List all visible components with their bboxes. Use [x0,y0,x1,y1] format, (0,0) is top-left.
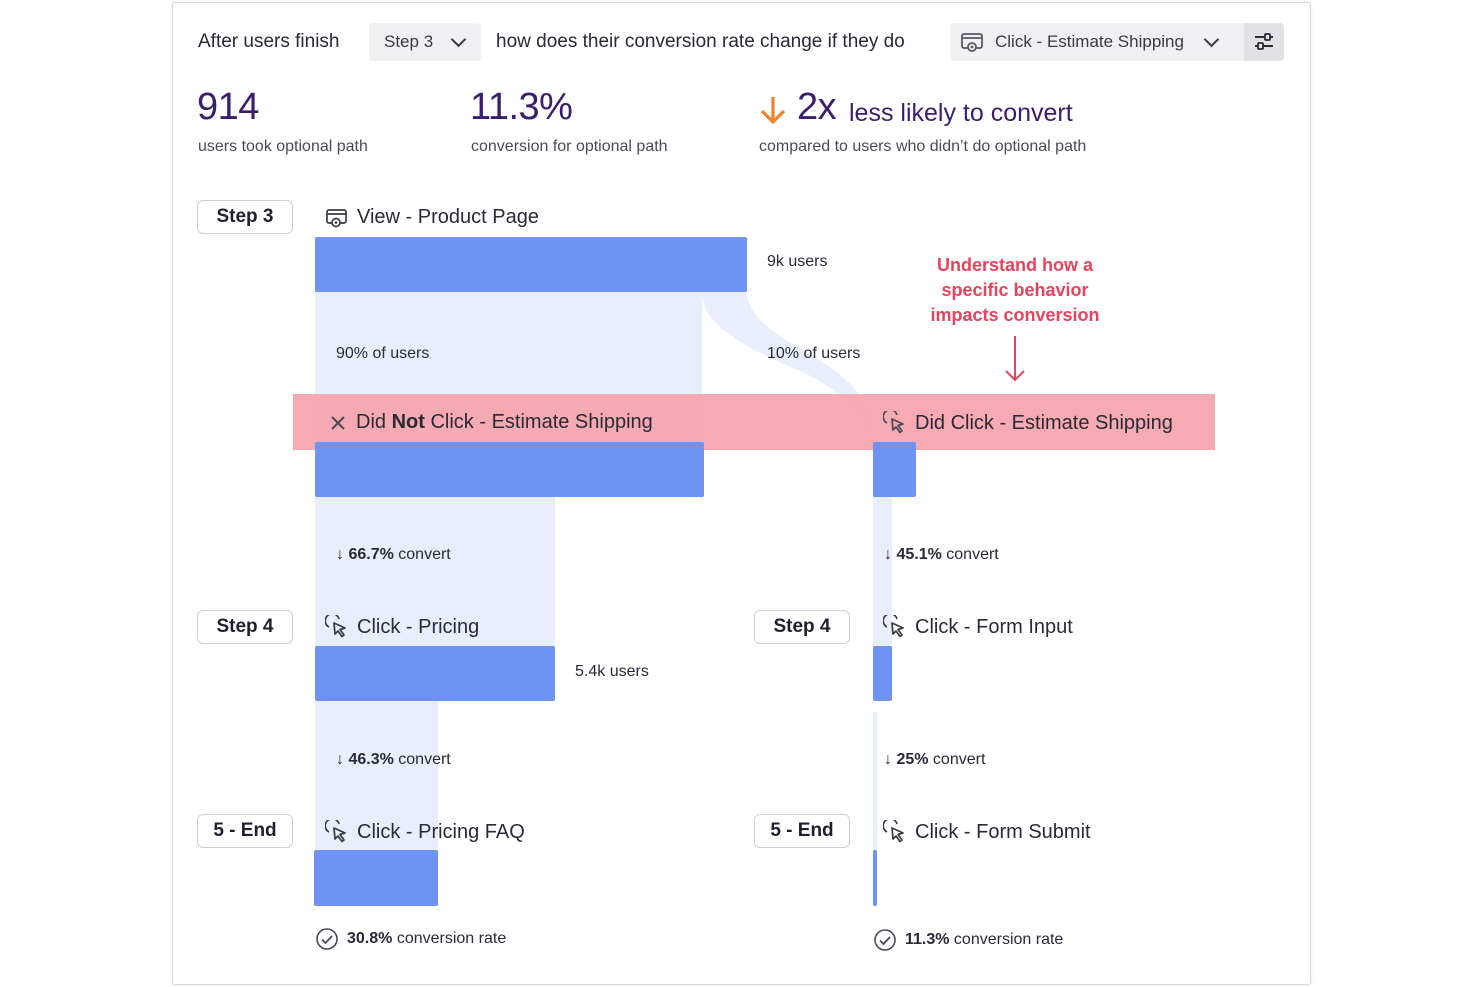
step-select-value: Step 3 [384,32,434,51]
users-count: 9k users [767,253,828,270]
split-left-pct: 90% of users [336,345,430,362]
step-select[interactable]: Step 3 [369,23,481,61]
event-name: Click - Pricing [357,615,480,638]
arrow-down-icon [760,97,786,125]
check-circle-icon [316,928,338,950]
event-click-pricing-faq: Click - Pricing FAQ [325,820,525,844]
stat-likelihood-label: compared to users who didn’t do optional… [759,138,1087,155]
right-convert-1: ↓ 45.1% convert [884,546,999,563]
left-convert-2: ↓ 46.3% convert [336,751,451,768]
funnel-bar-step3[interactable] [315,237,747,292]
right-conversion-rate: 11.3% conversion rate [873,928,1063,952]
event-name: Did Not Click - Estimate Shipping [356,411,653,433]
flow-band-left-2 [315,496,555,647]
stat-conversion-value: 11.3% [470,86,573,128]
filter-settings-button[interactable] [1244,23,1284,61]
flow-band-left-3 [315,701,438,851]
stat-users-label: users took optional path [198,138,368,155]
chevron-down-icon [450,31,467,48]
event-name: Did Click - Estimate Shipping [915,411,1173,434]
page-view-icon [961,33,983,52]
stat-conversion-label: conversion for optional path [471,138,668,155]
funnel-bar-right-end[interactable] [873,850,877,906]
step-badge: Step 4 [754,610,850,644]
check-circle-icon [874,929,896,951]
step-badge: Step 3 [197,200,293,234]
close-icon [331,415,345,430]
event-name: View - Product Page [357,206,539,228]
step-badge: 5 - End [754,814,850,848]
users-count: 5.4k users [575,663,649,680]
funnel-bar-did-click[interactable] [873,442,916,497]
left-conversion-rate: 30.8% conversion rate [315,927,506,951]
funnel-bar-did-not-click[interactable] [315,442,704,497]
step-badge: Step 4 [197,610,293,644]
event-did-not-click: Did Not Click - Estimate Shipping [328,411,653,434]
left-convert-1: ↓ 66.7% convert [336,546,451,563]
arrow-down-icon: ↓ [884,751,892,768]
funnel-bar-left-end[interactable] [314,850,438,906]
step-badge: 5 - End [197,814,293,848]
question-middle: how does their conversion rate change if… [496,31,905,52]
stat-users-value: 914 [197,86,259,128]
stat-likelihood-suffix: less likely to convert [849,99,1073,127]
chevron-down-icon [1203,31,1220,48]
event-click-form-input: Click - Form Input [883,615,1073,639]
click-icon [325,615,346,638]
event-name: Click - Form Input [915,615,1073,638]
split-highlight-band [293,394,1215,450]
page-view-icon [326,208,347,227]
annotation-text: Understand how a specific behavior impac… [930,255,1100,325]
funnel-bar-right-step4[interactable] [873,646,892,701]
event-click-form-submit: Click - Form Submit [883,820,1091,844]
funnel-bar-left-step4[interactable] [315,646,555,701]
event-name: Click - Form Submit [915,820,1091,843]
arrow-down-icon: ↓ [336,751,344,768]
event-click-pricing: Click - Pricing [325,615,479,639]
right-convert-2: ↓ 25% convert [884,751,986,768]
split-right-pct: 10% of users [767,345,861,362]
flow-band-right-3 [873,712,877,851]
click-icon [325,820,346,843]
event-select-value: Click - Estimate Shipping [995,32,1184,51]
flow-band-right [702,291,876,451]
question-prefix: After users finish [198,31,340,52]
arrow-down-icon: ↓ [884,546,892,563]
arrow-down-icon: ↓ [336,546,344,563]
event-name: Click - Pricing FAQ [357,820,525,843]
stat-likelihood-value: 2x [797,86,837,128]
flow-band-right-2 [873,496,892,647]
click-icon [883,820,904,843]
sliders-icon [1255,33,1273,50]
click-icon [883,411,904,434]
annotation-arrow-icon [1005,336,1025,382]
event-view-product-page: View - Product Page [325,206,539,229]
click-icon [883,615,904,638]
event-did-click: Did Click - Estimate Shipping [883,411,1173,435]
event-select[interactable]: Click - Estimate Shipping [950,23,1244,61]
